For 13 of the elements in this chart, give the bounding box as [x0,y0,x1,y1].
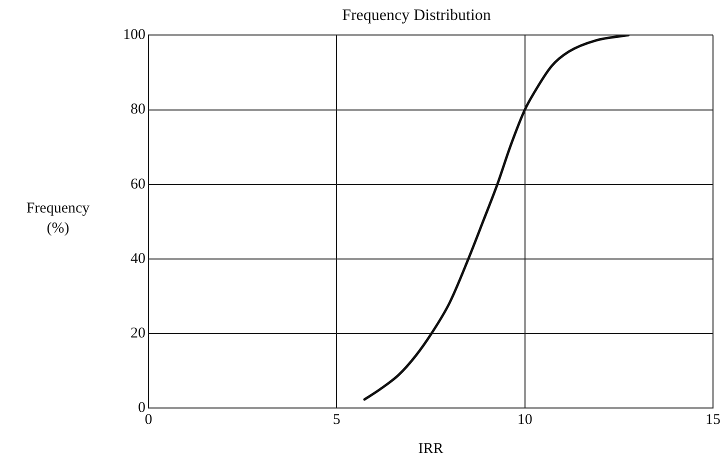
x-tick-label: 15 [706,412,720,428]
y-tick-label: 20 [130,325,146,342]
y-tick-label: 40 [130,250,146,267]
chart-title: Frequency Distribution [342,6,491,24]
line-series [363,35,630,401]
y-tick-label: 100 [123,27,146,44]
y-tick-label: 80 [130,102,146,118]
y-tick-label: 0 [138,400,146,416]
y-tick-label: 60 [130,176,146,192]
x-axis-title: IRR [418,440,444,457]
x-tick-label: 10 [517,412,532,428]
x-tick-label: 5 [332,412,340,428]
y-axis-title: Frequency (%) [26,200,90,237]
